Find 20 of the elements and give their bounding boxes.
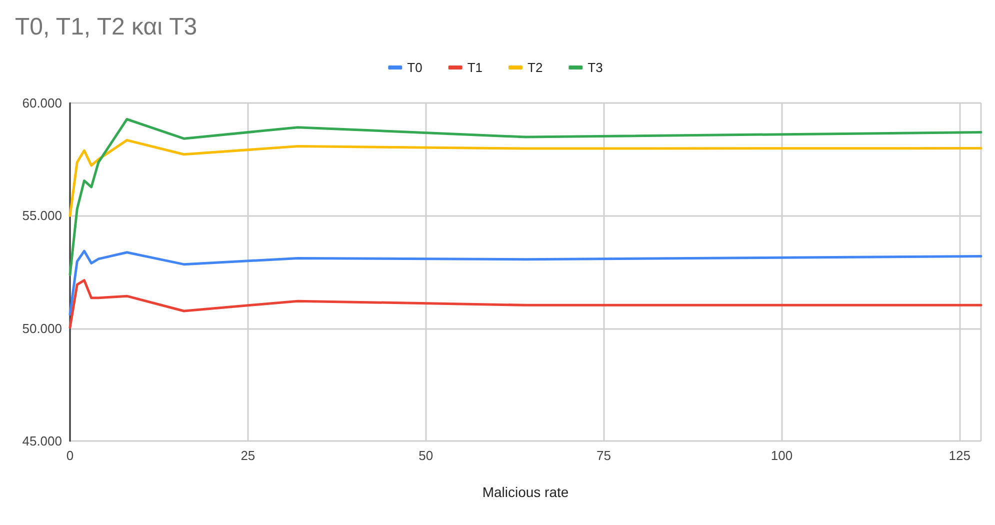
y-tick-label: 55.000 [22, 208, 62, 224]
y-tick-label: 60.000 [22, 96, 62, 110]
legend-label: T3 [588, 60, 603, 75]
chart-title: T0, T1, T2 και T3 [15, 14, 198, 40]
x-tick-label: 25 [240, 448, 256, 463]
legend-label: T2 [528, 60, 543, 75]
x-axis-title: Malicious rate [482, 484, 569, 500]
y-tick-label: 45.000 [22, 434, 62, 448]
x-tick-label: 50 [418, 448, 434, 463]
line-series [68, 279, 982, 329]
legend-label: T0 [407, 60, 422, 75]
legend-label: T1 [467, 60, 482, 75]
x-tick-label: 100 [770, 448, 793, 463]
x-tick-label: 0 [66, 448, 74, 463]
x-tick-label: 75 [596, 448, 612, 463]
y-tick-label: 50.000 [22, 320, 62, 336]
line-series [68, 138, 982, 217]
line-series [68, 250, 982, 316]
line-series [68, 118, 982, 276]
x-tick-label: 125 [948, 448, 970, 463]
